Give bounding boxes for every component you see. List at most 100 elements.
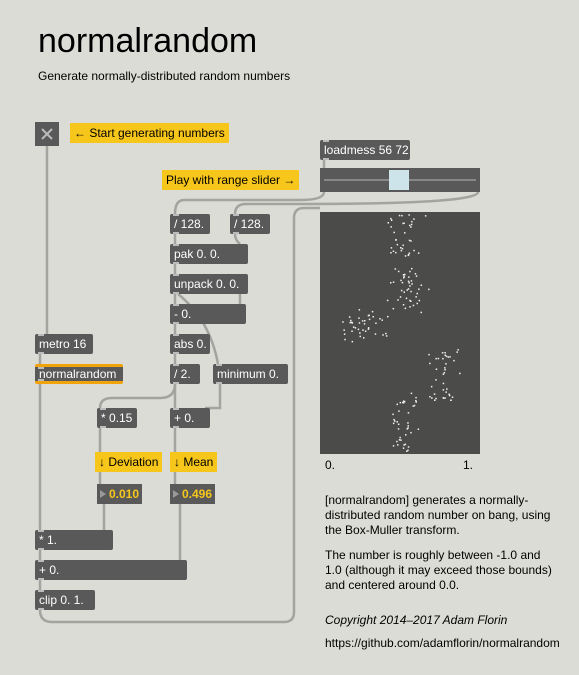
scope-display <box>320 212 480 454</box>
scope-dot <box>420 284 423 286</box>
range-slider[interactable] <box>320 168 480 192</box>
scope-dot <box>402 304 405 306</box>
description: [normalrandom] generates a normally-dist… <box>325 493 551 537</box>
scope-dot <box>392 307 395 310</box>
scope-dot <box>405 434 407 436</box>
scope-dot <box>433 393 436 395</box>
scope-dot <box>397 428 400 430</box>
scope-dot <box>431 397 433 399</box>
object-box[interactable]: + 0. <box>170 408 210 428</box>
scope-dot <box>450 399 452 401</box>
scope-dot <box>351 340 354 343</box>
scope-dot <box>390 247 393 249</box>
object-box[interactable]: minimum 0. <box>213 364 288 384</box>
scope-dot <box>402 244 404 247</box>
scope-dot <box>445 355 448 358</box>
object-box[interactable]: clip 0. 1. <box>35 590 95 610</box>
scope-dot <box>413 218 415 220</box>
scope-dot <box>429 362 431 365</box>
scope-dot <box>397 299 399 301</box>
scope-dot <box>418 288 420 290</box>
object-box[interactable]: * 0.15 <box>97 408 137 428</box>
scope-dot <box>409 224 411 227</box>
scope-dot <box>364 320 366 322</box>
scope-dot <box>392 250 395 252</box>
slider-knob[interactable] <box>389 170 409 190</box>
scope-dot <box>442 389 445 391</box>
toggle-x <box>41 128 53 140</box>
scope-dot <box>396 440 398 443</box>
scope-dot <box>442 382 445 385</box>
scope-dot <box>410 392 413 395</box>
object-box[interactable]: unpack 0. 0. <box>170 274 248 294</box>
scope-dot <box>409 306 411 308</box>
scope-dot <box>445 363 447 365</box>
object-box[interactable]: + 0. <box>35 560 187 580</box>
object-box[interactable]: / 128. <box>170 214 210 234</box>
copyright: Copyright 2014–2017 Adam Florin <box>325 613 508 627</box>
object-box[interactable]: - 0. <box>170 304 246 324</box>
scope-dot <box>407 427 409 429</box>
scope-dot <box>448 393 450 396</box>
scope-dot <box>392 413 394 416</box>
scope-dot <box>342 321 344 323</box>
scope-dot <box>392 445 395 447</box>
object-box[interactable]: loadmess 56 72 <box>320 140 410 160</box>
scope-dot <box>443 372 446 374</box>
scope-dot <box>404 232 406 234</box>
scope-dot <box>390 282 392 284</box>
scope-dot <box>398 410 400 412</box>
scope-dot <box>400 247 402 249</box>
scope-dot <box>399 401 402 404</box>
scope-dot <box>407 288 410 290</box>
scope-dot <box>442 357 444 360</box>
scope-dot <box>398 214 401 217</box>
scope-dot <box>385 332 387 335</box>
scope-dot <box>364 330 367 332</box>
object-box[interactable]: abs 0. <box>170 334 210 354</box>
number-box[interactable]: 0.010 <box>97 484 142 504</box>
object-box[interactable]: / 128. <box>230 214 270 234</box>
scope-dot <box>408 214 410 216</box>
scope-dot <box>417 252 420 254</box>
scope-dot <box>444 367 446 369</box>
scope-dot <box>408 276 410 278</box>
scope-dot <box>442 373 445 375</box>
toggle[interactable] <box>35 122 59 146</box>
scope-dot <box>435 357 437 360</box>
scope-dot <box>444 397 446 399</box>
scope-dot <box>387 222 389 224</box>
object-box[interactable]: * 1. <box>35 530 113 550</box>
scope-dot <box>402 274 405 276</box>
scope-dot <box>447 356 449 358</box>
object-box[interactable]: pak 0. 0. <box>170 244 248 264</box>
object-box[interactable]: normalrandom <box>35 364 123 384</box>
scope-dot <box>392 281 395 283</box>
scope-dot <box>444 352 446 354</box>
object-box[interactable]: / 2. <box>170 364 200 384</box>
scope-dot <box>368 318 371 321</box>
number-box[interactable]: 0.496 <box>170 484 215 504</box>
scope-dot <box>396 243 399 246</box>
scope-dot <box>407 446 410 448</box>
scope-dot <box>430 385 433 388</box>
scope-dot <box>375 322 377 324</box>
scope-dot <box>416 292 418 295</box>
scope-dot <box>435 379 437 381</box>
scope-dot <box>406 428 408 430</box>
scope-dot <box>410 300 412 302</box>
scope-dot <box>393 231 395 234</box>
scope-dot <box>456 351 458 353</box>
scope-dot <box>402 222 404 225</box>
url[interactable]: https://github.com/adamflorin/normalrand… <box>325 636 560 650</box>
scope-dot <box>395 239 397 241</box>
scope-dot <box>445 391 447 393</box>
subtitle: Generate normally-distributed random num… <box>38 69 291 83</box>
scope-dot <box>408 282 410 284</box>
scope-dot <box>410 226 412 228</box>
scope-dot <box>424 215 427 217</box>
object-box[interactable]: metro 16 <box>35 334 93 354</box>
scope-dot <box>410 240 412 242</box>
comment: ↓ Deviation <box>95 452 163 472</box>
